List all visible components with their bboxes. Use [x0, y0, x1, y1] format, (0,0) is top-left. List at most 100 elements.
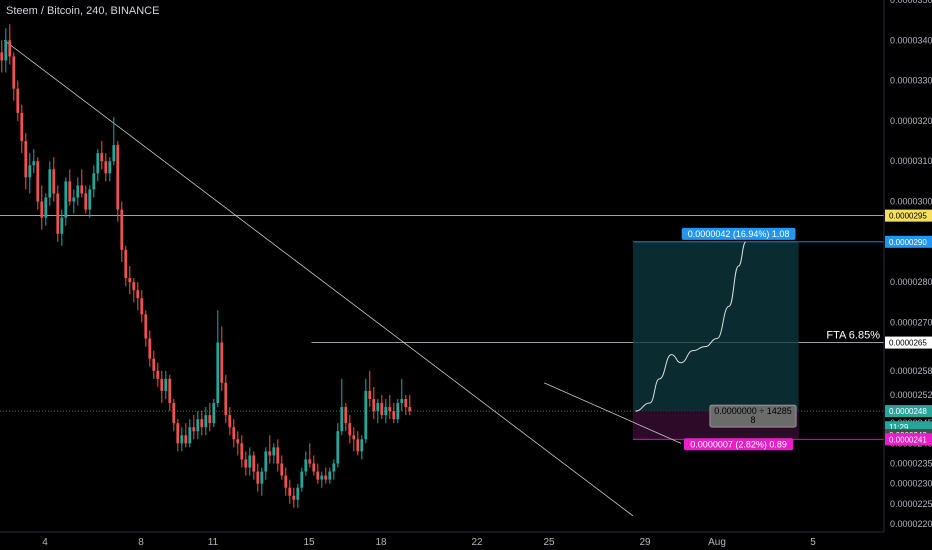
candle: [44, 193, 48, 226]
candle: [340, 378, 344, 436]
candle: [272, 443, 276, 464]
candle-body: [8, 40, 12, 57]
candle: [108, 157, 112, 182]
candle: [140, 290, 144, 323]
position-stop-label-bg: [684, 438, 794, 451]
candle-body: [100, 153, 104, 162]
candle-body: [328, 471, 332, 480]
candle-body: [360, 439, 364, 452]
y-tick-label: 0.0000320: [890, 116, 932, 126]
y-tick-label: 0.0000270: [890, 317, 932, 327]
x-tick-label: 4: [42, 537, 48, 548]
candle: [20, 104, 24, 154]
candle-body: [340, 407, 344, 432]
candle: [112, 116, 116, 166]
candle-body: [268, 451, 272, 456]
candle: [188, 419, 192, 448]
candle-body: [44, 197, 48, 218]
axis-badge: [885, 433, 932, 446]
y-tick-label: 0.0000230: [890, 479, 932, 489]
candle: [268, 435, 272, 464]
candle: [120, 201, 124, 262]
candle-body: [48, 169, 52, 198]
candle-body: [40, 201, 44, 218]
candle-body: [96, 153, 100, 174]
candle-body: [344, 407, 348, 424]
candle: [216, 310, 220, 408]
chart-title: Steem / Bitcoin, 240, BINANCE: [6, 5, 159, 17]
candle: [368, 370, 372, 408]
position-center-label-bg: [709, 404, 797, 428]
candle: [392, 403, 396, 424]
candle-body: [388, 407, 392, 412]
candle-body: [312, 463, 316, 472]
axis-badge-label: 0.0000248: [889, 407, 927, 416]
x-tick-label: Aug: [708, 537, 726, 548]
candle: [264, 447, 268, 480]
candle-body: [212, 403, 216, 424]
candle: [56, 185, 60, 242]
candle-body: [72, 197, 76, 202]
trendlines[interactable]: [3, 39, 682, 517]
position-center-label: 0.0000000 ÷ 14285: [714, 406, 792, 416]
candle-body: [408, 407, 412, 412]
candle-body: [208, 415, 212, 424]
candle: [84, 185, 88, 214]
axis-badge-label: 11:29: [889, 423, 909, 432]
y-tick-label: 0.0000330: [890, 76, 932, 86]
trendline[interactable]: [544, 382, 682, 444]
candle: [200, 411, 204, 436]
candle-body: [112, 145, 116, 162]
position-center-label: 8: [750, 415, 755, 425]
candle-body: [300, 471, 304, 488]
candle-body: [76, 185, 80, 198]
x-axis[interactable]: 4 8 11 15 18 22 25 29 Aug 5: [42, 537, 816, 548]
price-projection-path[interactable]: [635, 241, 747, 412]
candle: [128, 266, 132, 295]
candle-body: [200, 419, 204, 428]
candle-body: [128, 278, 132, 283]
projection-curve[interactable]: [635, 241, 747, 412]
candle: [124, 245, 128, 287]
candle: [244, 451, 248, 476]
candle: [372, 386, 376, 420]
x-tick-label: 11: [208, 537, 219, 548]
candle-body: [224, 382, 228, 416]
candle-body: [288, 487, 292, 496]
candle: [408, 394, 412, 416]
candle-body: [92, 173, 96, 190]
candle-body: [36, 161, 40, 202]
trendline[interactable]: [3, 39, 634, 517]
candle-body: [400, 399, 404, 404]
candle-body: [4, 40, 8, 61]
position-labels: 0.0000042 (16.94%) 1.08 0.0000007 (2.82%)…: [681, 227, 880, 451]
y-tick-label: 0.0000300: [890, 197, 932, 207]
candle-body: [256, 471, 260, 484]
position-target-label-bg: [681, 227, 796, 240]
x-tick-label: 5: [810, 537, 816, 548]
candle: [236, 431, 240, 456]
candle-body: [140, 298, 144, 315]
position-target-label: 0.0000042 (16.94%) 1.08: [688, 229, 790, 239]
y-axis[interactable]: 0.0000350 0.0000340 0.0000330 0.0000320 0.00…: [890, 0, 932, 529]
fta-annotation: FTA 6.85%: [826, 330, 880, 342]
candle-body: [332, 463, 336, 472]
candle-body: [176, 423, 180, 444]
candle-body: [320, 475, 324, 480]
candle: [92, 165, 96, 198]
candle-body: [232, 427, 236, 440]
candle: [276, 439, 280, 472]
position-stop-label: 0.0000007 (2.82%) 0.89: [690, 439, 787, 449]
candle: [132, 278, 136, 303]
candle: [76, 177, 80, 206]
candle-body: [372, 399, 376, 412]
long-position-tool[interactable]: [633, 241, 884, 440]
candle: [324, 467, 328, 484]
candle-body: [116, 145, 120, 210]
candle: [64, 177, 68, 226]
candle-body: [204, 415, 208, 428]
candle-body: [220, 342, 224, 383]
position-profit-zone[interactable]: [633, 241, 799, 412]
candle: [176, 419, 180, 452]
